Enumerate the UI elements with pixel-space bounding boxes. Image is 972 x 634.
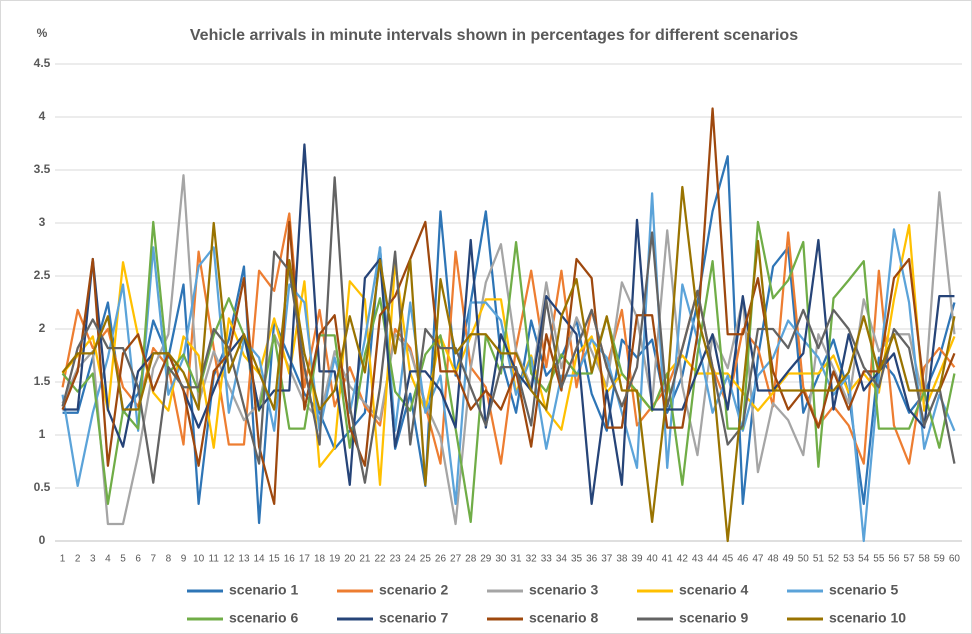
x-tick-label: 1 [60,554,66,565]
x-tick-label: 4 [105,554,111,565]
x-tick-label: 6 [135,554,141,565]
x-tick-label: 25 [420,554,432,565]
x-tick-label: 19 [329,554,341,565]
x-tick-label: 42 [677,554,689,565]
y-tick-label: 0 [39,533,46,547]
x-tick-label: 23 [390,554,402,565]
legend-label: scenario 4 [679,582,748,598]
legend-label: scenario 3 [529,582,598,598]
x-tick-label: 22 [374,554,386,565]
series-line [61,176,956,484]
x-tick-label: 45 [722,554,734,565]
x-tick-label: 26 [435,554,447,565]
x-tick-label: 54 [858,554,870,565]
x-tick-label: 16 [284,554,296,565]
y-tick-label: 2 [39,321,46,335]
y-tick-label: 4.5 [34,56,51,70]
y-tick-label: 3.5 [34,162,51,176]
x-tick-label: 11 [209,554,220,565]
x-tick-label: 3 [90,554,96,565]
x-tick-label: 30 [495,554,507,565]
x-tick-label: 51 [813,554,825,565]
x-tick-label: 12 [223,554,235,565]
x-tick-label: 60 [949,554,961,565]
x-tick-label: 27 [450,554,462,565]
x-tick-label: 9 [181,554,187,565]
x-tick-label: 24 [405,554,417,565]
series-line [61,212,956,465]
x-tick-label: 56 [888,554,900,565]
x-tick-label: 47 [752,554,764,565]
x-tick-label: 44 [707,554,719,565]
x-tick-label: 8 [166,554,172,565]
series-line [61,174,956,526]
legend-label: scenario 10 [829,610,906,626]
legend-label: scenario 7 [379,610,448,626]
y-tick-label: 1.5 [34,374,51,388]
x-tick-label: 38 [616,554,628,565]
x-tick-label: 18 [314,554,326,565]
legend-label: scenario 5 [829,582,898,598]
x-tick-label: 28 [465,554,477,565]
x-tick-label: 37 [601,554,613,565]
x-tick-label: 49 [783,554,795,565]
x-tick-label: 13 [238,554,250,565]
x-tick-label: 48 [767,554,779,565]
series-line [61,185,956,543]
legend-label: scenario 8 [529,610,598,626]
legend-label: scenario 9 [679,610,748,626]
x-tick-label: 35 [571,554,583,565]
x-tick-label: 43 [692,554,704,565]
series-line [61,223,956,486]
x-tick-label: 39 [631,554,643,565]
y-axis-label: % [37,26,48,40]
y-tick-label: 0.5 [34,480,51,494]
x-tick-label: 53 [843,554,855,565]
x-tick-label: 40 [647,554,659,565]
x-tick-label: 10 [193,554,205,565]
legend-label: scenario 2 [379,582,448,598]
x-tick-label: 58 [919,554,931,565]
x-tick-label: 33 [541,554,553,565]
y-tick-label: 2.5 [34,268,51,282]
x-tick-label: 41 [662,554,674,565]
x-tick-label: 34 [556,554,568,565]
x-tick-label: 57 [904,554,916,565]
x-tick-label: 36 [586,554,598,565]
chart-title: Vehicle arrivals in minute intervals sho… [190,27,798,44]
x-tick-label: 50 [798,554,810,565]
x-tick-label: 52 [828,554,840,565]
x-tick-label: 15 [269,554,281,565]
x-tick-label: 59 [934,554,946,565]
x-tick-label: 32 [526,554,538,565]
legend-label: scenario 6 [229,610,298,626]
x-tick-label: 29 [480,554,492,565]
series-line [61,107,956,506]
legend-label: scenario 1 [229,582,298,598]
x-tick-label: 7 [150,554,156,565]
y-tick-label: 1 [39,427,46,441]
x-tick-label: 5 [120,554,126,565]
series-line [61,220,956,524]
x-tick-label: 2 [75,554,81,565]
y-tick-label: 4 [39,109,46,123]
y-tick-label: 3 [39,215,46,229]
x-tick-label: 21 [359,554,371,565]
x-tick-label: 31 [510,554,522,565]
x-tick-label: 55 [873,554,885,565]
x-tick-label: 14 [254,554,266,565]
x-tick-label: 17 [299,554,311,565]
x-tick-label: 46 [737,554,749,565]
x-tick-label: 20 [344,554,356,565]
